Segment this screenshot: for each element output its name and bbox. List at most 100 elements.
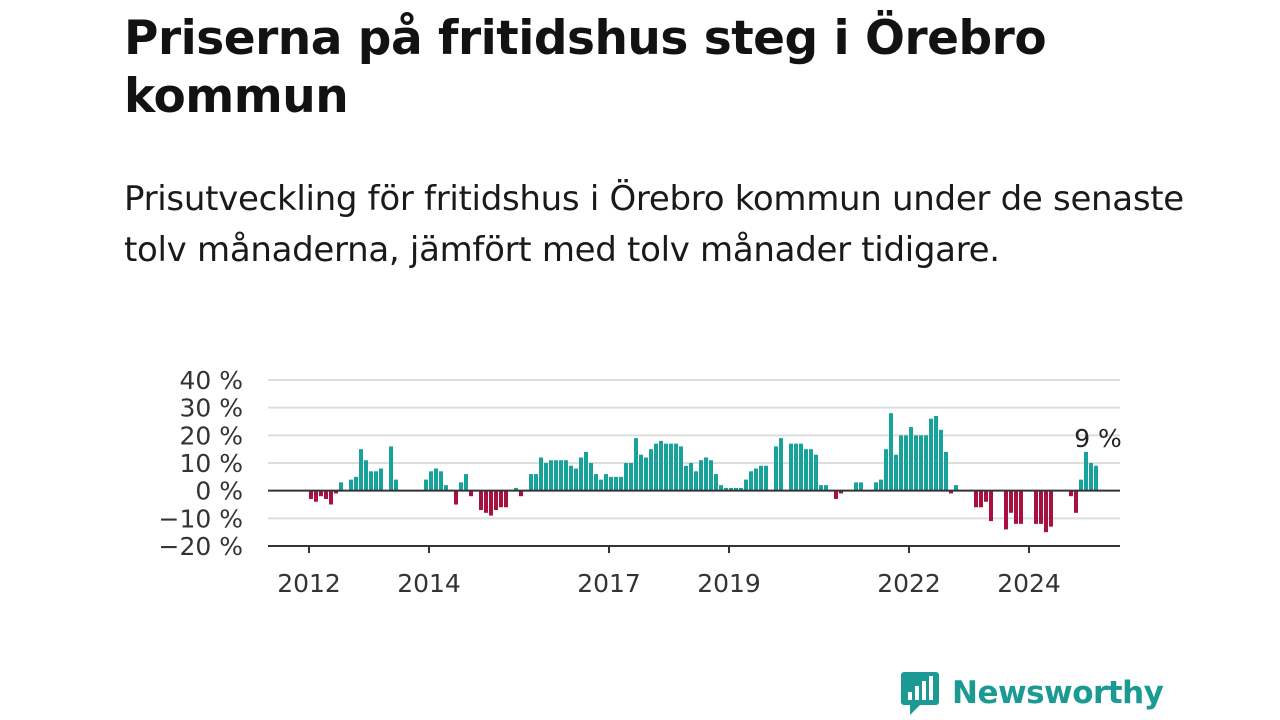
bar [609, 476, 613, 491]
bar [789, 443, 793, 491]
bar [974, 490, 978, 508]
x-tick-label: 2012 [277, 569, 341, 598]
bar [549, 460, 553, 491]
bar [984, 490, 988, 502]
bar [719, 485, 723, 491]
bar [854, 482, 858, 491]
bar [649, 449, 653, 491]
bar [704, 457, 708, 491]
bar [929, 418, 933, 491]
logo-icon [901, 672, 939, 715]
bar [444, 485, 448, 491]
bar [1094, 465, 1098, 491]
bar [1089, 463, 1093, 491]
bar [819, 485, 823, 491]
bar [569, 465, 573, 491]
bar [604, 474, 608, 491]
bar [454, 490, 458, 505]
y-tick-label: 40 % [179, 366, 243, 395]
bar [979, 490, 983, 508]
bar [469, 490, 473, 497]
bar [824, 485, 828, 491]
bar [904, 435, 908, 491]
bar [834, 490, 838, 499]
bar [944, 451, 948, 491]
bar [1014, 490, 1018, 524]
bar [759, 465, 763, 491]
bar [309, 490, 313, 499]
bar [324, 490, 328, 499]
bar [879, 479, 883, 491]
bar [744, 479, 748, 491]
bar [364, 460, 368, 491]
bar [429, 471, 433, 491]
bar [354, 476, 358, 491]
bar [554, 460, 558, 491]
bar [1079, 479, 1083, 491]
bar [989, 490, 993, 522]
bar [779, 438, 783, 491]
bar [574, 468, 578, 491]
bar [599, 479, 603, 491]
bar [374, 471, 378, 491]
bar [529, 474, 533, 491]
bar [639, 454, 643, 491]
y-tick-label: −20 % [159, 532, 243, 561]
bar [1074, 490, 1078, 513]
bar [794, 443, 798, 491]
bar [314, 490, 318, 502]
bar [424, 479, 428, 491]
bar [539, 457, 543, 491]
bar [439, 471, 443, 491]
bar [689, 463, 693, 491]
bar [924, 435, 928, 491]
bar [1009, 490, 1013, 513]
bar [584, 451, 588, 491]
y-tick-label: 30 % [179, 394, 243, 423]
bar [564, 460, 568, 491]
bar [894, 454, 898, 491]
bar-chart: 40 %30 %20 %10 %0 %−10 %−20 % 2012 2014 20… [159, 366, 1122, 598]
bar [379, 468, 383, 491]
bar [479, 490, 483, 511]
axes [268, 489, 1120, 547]
y-tick-label: 10 % [179, 449, 243, 478]
bar [644, 457, 648, 491]
bar [619, 476, 623, 491]
bar [954, 485, 958, 491]
y-tick-label: 20 % [179, 421, 243, 450]
x-tick-label: 2019 [697, 569, 761, 598]
bar [1039, 490, 1043, 524]
bar [1019, 490, 1023, 524]
bar [534, 474, 538, 491]
latest-value-label: 9 % [1074, 424, 1122, 453]
bar [749, 471, 753, 491]
bar [329, 490, 333, 505]
bar [614, 476, 618, 491]
bar [804, 449, 808, 491]
x-axis-labels: 2012 2014 2017 2019 2022 2024 [277, 546, 1061, 598]
bar [669, 443, 673, 491]
bar [729, 487, 733, 491]
x-tick-label: 2024 [997, 569, 1061, 598]
bar [939, 429, 943, 491]
bar [359, 449, 363, 491]
bar [369, 471, 373, 491]
bar [1084, 451, 1088, 491]
bar [434, 468, 438, 491]
bar [714, 474, 718, 491]
bar [1004, 490, 1008, 530]
bar [459, 482, 463, 491]
chart-title: Priserna på fritidshus steg i Örebro kom… [124, 11, 1047, 124]
bar [754, 468, 758, 491]
y-tick-label: −10 % [159, 504, 243, 533]
bar [499, 490, 503, 508]
bar [464, 474, 468, 491]
bar [679, 446, 683, 491]
bar [339, 482, 343, 491]
bar [739, 487, 743, 491]
bar [559, 460, 563, 491]
bar [659, 440, 663, 491]
bar [1069, 490, 1073, 497]
bar [764, 465, 768, 491]
